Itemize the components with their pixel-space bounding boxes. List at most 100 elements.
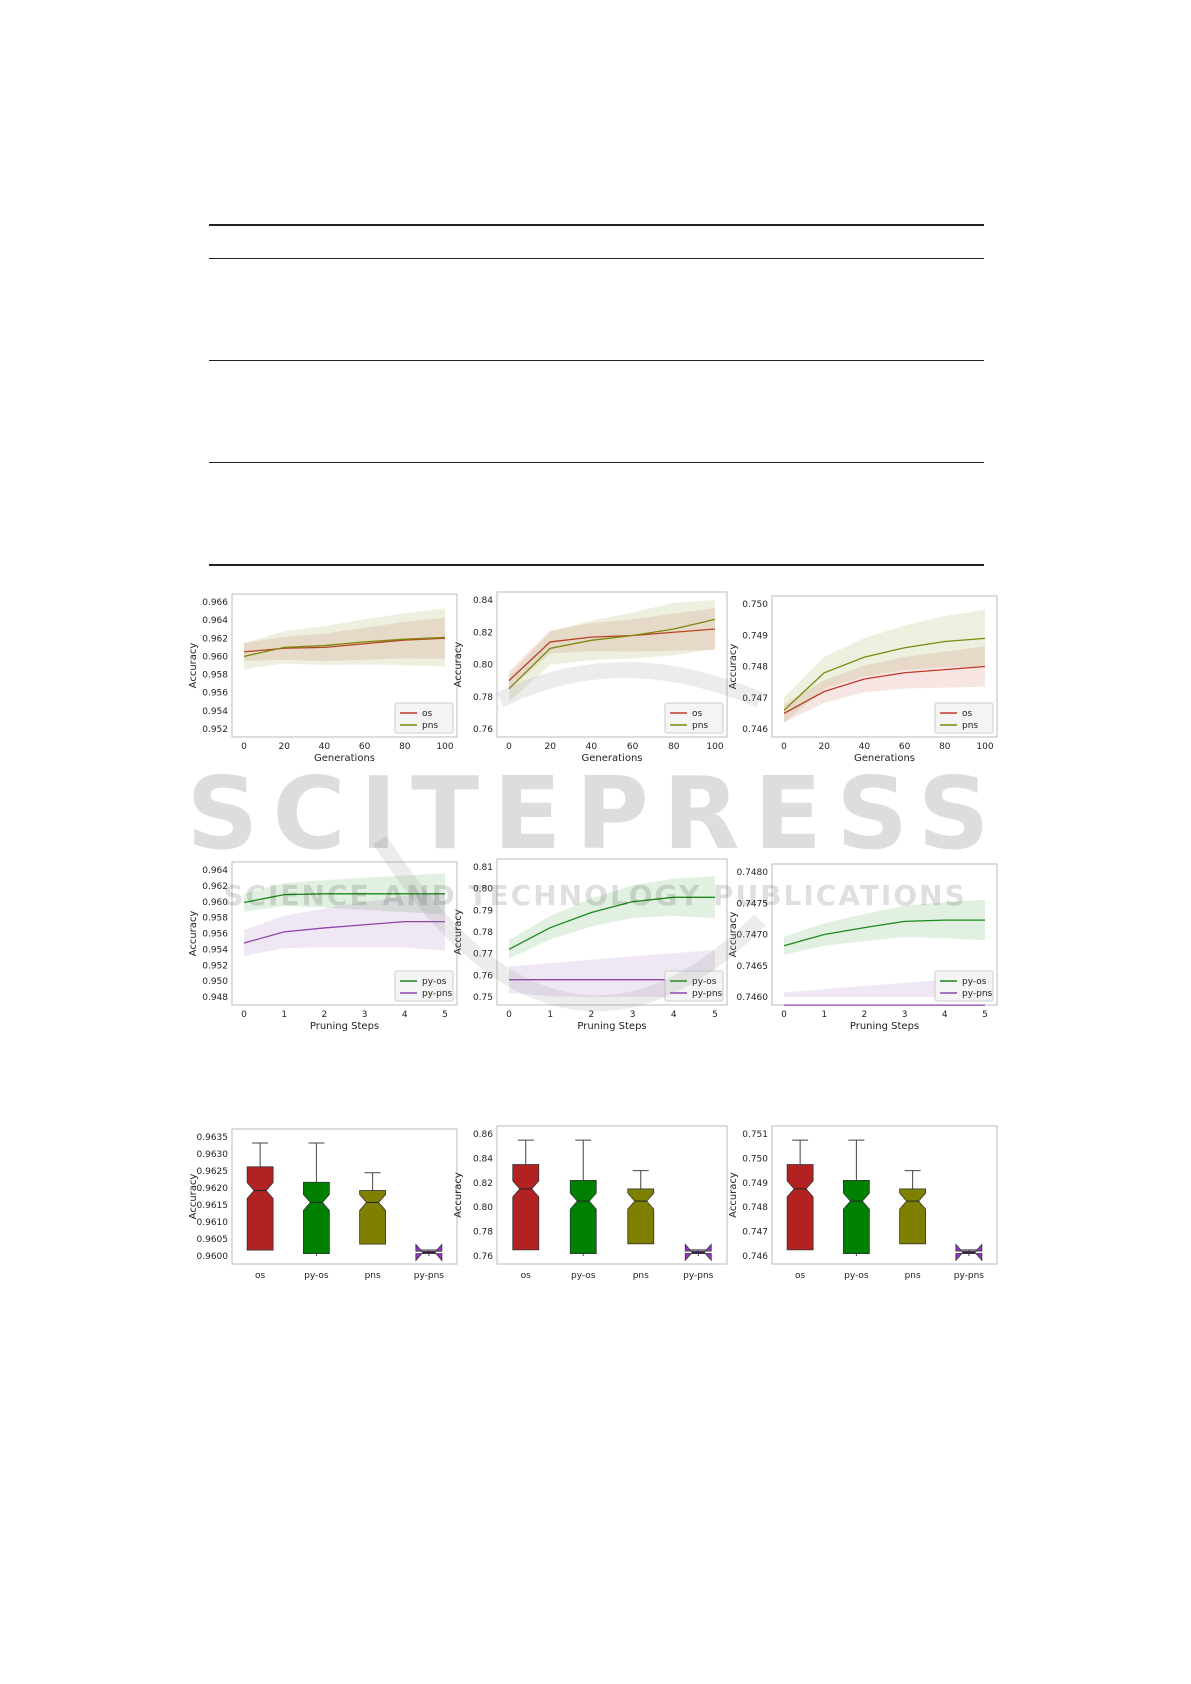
x-axis-label: Generations [582, 753, 643, 764]
x-tick-label: 0 [781, 1010, 787, 1020]
x-tick-label: 0 [241, 742, 247, 752]
y-tick-label: 0.76 [473, 971, 493, 981]
series-line-py-os [243, 893, 445, 904]
y-tick-label: 0.81 [473, 863, 493, 873]
x-tick-label: 60 [627, 742, 639, 752]
plot-generations-1: 0.966 0.964 0.962 0.960 0.958 0.956 0.954 0.952… [188, 590, 465, 779]
x-tick-label: os [521, 1271, 532, 1281]
y-tick-label: 0.750 [742, 1154, 768, 1164]
x-tick-label: py-os [571, 1271, 596, 1281]
series-line-py-os [783, 919, 985, 947]
y-tick-label: 0.962 [202, 882, 228, 892]
series-band-os [509, 608, 715, 690]
boxplot-3: 0.751 0.750 0.749 0.748 0.747 0.746 Accuracy os… [728, 1122, 1005, 1294]
y-tick-label: 0.76 [473, 1252, 493, 1262]
y-tick-label: 0.748 [742, 663, 768, 673]
y-tick-label: 0.7470 [737, 931, 769, 941]
y-tick-label: 0.9630 [197, 1150, 229, 1160]
y-axis-label: Accuracy [188, 911, 199, 957]
y-tick-label: 0.958 [202, 914, 228, 924]
series-band-pns [244, 608, 445, 670]
y-tick-label: 0.749 [742, 631, 768, 641]
y-tick-label: 0.748 [742, 1203, 768, 1213]
y-tick-label: 0.962 [202, 634, 228, 644]
x-tick-label: py-os [304, 1271, 329, 1281]
x-tick-label: 4 [671, 1010, 677, 1020]
box-os [512, 1164, 540, 1251]
x-tick-label: 60 [899, 742, 911, 752]
y-tick-label: 0.9635 [197, 1133, 229, 1143]
y-tick-label: 0.749 [742, 1179, 768, 1189]
series-band-pns [784, 609, 985, 723]
y-tick-label: 0.956 [202, 930, 228, 940]
table-header-rule [209, 258, 984, 259]
x-tick-label: 1 [821, 1010, 827, 1020]
table-top-rule [209, 224, 984, 226]
x-tick-label: 5 [982, 1010, 988, 1020]
y-tick-label: 0.747 [742, 1228, 768, 1238]
y-tick-label: 0.964 [202, 866, 228, 876]
legend-label: pns [422, 721, 438, 731]
x-tick-label: 0 [241, 1010, 247, 1020]
y-tick-label: 0.954 [202, 945, 228, 955]
x-tick-label: 40 [859, 742, 871, 752]
legend-label: py-pns [422, 989, 453, 999]
plot-pruning-1: 0.964 0.962 0.960 0.958 0.956 0.954 0.952 0.950… [188, 858, 465, 1047]
x-tick-label: 2 [862, 1010, 868, 1020]
plot-pruning-3: 0.7480 0.7475 0.7470 0.7465 0.7460 Accuracy 0 1… [728, 860, 1005, 1047]
x-tick-label: 80 [399, 742, 411, 752]
y-tick-label: 0.80 [473, 661, 493, 671]
series-band-os [784, 646, 985, 723]
y-tick-label: 0.746 [742, 725, 768, 735]
y-axis-label: Accuracy [728, 1172, 739, 1218]
box-py-os [569, 1179, 597, 1254]
x-tick-label: 3 [362, 1010, 368, 1020]
y-tick-label: 0.954 [202, 707, 228, 717]
legend-label: os [962, 709, 973, 719]
x-tick-label: 100 [706, 742, 723, 752]
x-axis-label: Generations [854, 753, 915, 764]
legend-label: py-os [422, 977, 447, 987]
x-tick-label: 2 [322, 1010, 328, 1020]
x-tick-label: 4 [402, 1010, 408, 1020]
series-band-py-pns [244, 892, 445, 956]
x-tick-label: 20 [544, 742, 556, 752]
y-axis-label: Accuracy [188, 643, 199, 689]
y-tick-label: 0.747 [742, 694, 768, 704]
y-tick-label: 0.960 [202, 898, 228, 908]
x-axis-label: Generations [314, 753, 375, 764]
y-tick-label: 0.966 [202, 598, 228, 608]
x-tick-label: 0 [506, 742, 512, 752]
series-band-pns [509, 600, 715, 702]
series-line-pns [243, 636, 446, 658]
y-axis-label: Accuracy [453, 642, 464, 688]
x-tick-label: pns [905, 1271, 921, 1281]
series-line-os [508, 628, 716, 682]
table-row-rule [209, 462, 984, 463]
x-tick-label: 1 [547, 1010, 553, 1020]
x-tick-label: 3 [902, 1010, 908, 1020]
y-tick-label: 0.82 [473, 628, 493, 638]
y-tick-label: 0.80 [473, 1203, 493, 1213]
y-tick-label: 0.78 [473, 928, 493, 938]
box-os [246, 1166, 274, 1251]
x-tick-label: py-pns [683, 1271, 714, 1281]
box-os [786, 1164, 814, 1251]
x-tick-label: 100 [976, 742, 993, 752]
x-axis-label: Pruning Steps [310, 1021, 379, 1032]
x-tick-label: pns [633, 1271, 649, 1281]
x-tick-label: 4 [942, 1010, 948, 1020]
series-line-os [783, 665, 986, 714]
x-tick-label: 0 [506, 1010, 512, 1020]
x-tick-label: py-pns [954, 1271, 985, 1281]
x-tick-label: pns [365, 1271, 381, 1281]
x-tick-label: 5 [442, 1010, 448, 1020]
legend-label: pns [692, 721, 708, 731]
y-axis-label: Accuracy [728, 912, 739, 958]
y-tick-label: 0.9600 [197, 1252, 229, 1262]
y-tick-label: 0.78 [473, 693, 493, 703]
plot-pruning-2: 0.81 0.80 0.79 0.78 0.77 0.76 0.75 Accuracy 0 1 2 3… [453, 855, 735, 1047]
x-tick-label: os [255, 1271, 266, 1281]
x-tick-label: 0 [781, 742, 787, 752]
